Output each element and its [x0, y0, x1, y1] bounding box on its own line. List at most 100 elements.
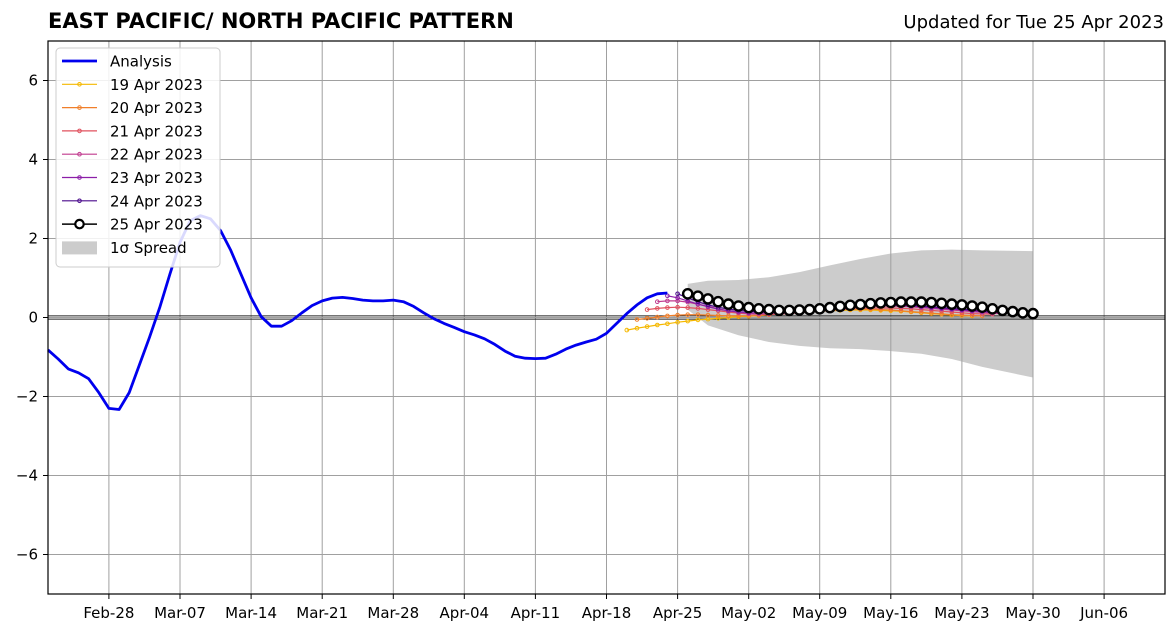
legend-entry-2-marker [77, 82, 82, 87]
x-tick-label-Mar-28: Mar-28 [367, 604, 419, 622]
forecast-2-point-0 [634, 317, 640, 322]
current-forecast-point-21 [895, 296, 907, 308]
forecast-3-point-4 [685, 305, 691, 310]
forecast-1-point-9 [715, 316, 721, 321]
current-forecast-point-29 [976, 301, 989, 314]
forecast-2-point-3 [665, 313, 670, 319]
forecast-3-point-3 [675, 304, 680, 310]
current-forecast-point-28 [966, 300, 978, 312]
current-forecast-point-32 [1006, 305, 1019, 318]
legend-entry-6-label: 23 Apr 2023 [110, 169, 203, 187]
forecast-2-point-28 [919, 310, 924, 315]
legend-entry-9-swatch [62, 241, 97, 255]
current-forecast-point-4 [722, 298, 735, 310]
analysis-line [47, 214, 668, 411]
legend-entry-7-label: 24 Apr 2023 [110, 192, 203, 210]
forecast-3-point-0 [644, 307, 650, 312]
current-forecast-point-1 [692, 290, 704, 303]
forecast-2-point-27 [908, 309, 914, 314]
current-forecast-point-15 [834, 300, 846, 313]
current-forecast-point-25 [935, 297, 948, 310]
current-forecast-point-20 [885, 296, 897, 309]
legend-entry-7-marker [77, 198, 82, 204]
forecast-3-point-2 [665, 305, 670, 310]
current-forecast-point-6 [742, 301, 755, 314]
forecast-4-point-1 [665, 298, 670, 304]
current-forecast-point-13 [813, 302, 826, 315]
forecast-2-point-2 [655, 314, 660, 320]
forecast-1-point-6 [685, 318, 691, 324]
forecast-2-point-8 [715, 313, 721, 318]
y-tick-label-0: 0 [28, 309, 38, 327]
spread-layer [687, 249, 1033, 378]
tick-layer: Feb-28 Mar-07 Mar-14 Mar-21 Mar-28 Apr-04 Apr-… [16, 72, 1128, 623]
x-tick-label-Feb-28: Feb-28 [83, 604, 134, 622]
forecast-4-point-0 [655, 299, 660, 305]
forecast-3-point-1 [655, 306, 660, 311]
legend-entry-3-label: 20 Apr 2023 [110, 99, 203, 117]
legend-entry-9-label: 1σ Spread [110, 239, 187, 257]
forecast-3-point-5 [695, 306, 701, 311]
current-forecast-point-33 [1017, 306, 1029, 319]
current-forecast-point-18 [864, 297, 877, 310]
current-forecast-point-24 [925, 296, 938, 309]
current-forecast-point-19 [874, 297, 887, 309]
current-forecast-point-8 [763, 303, 775, 316]
forecast-2-point-5 [685, 312, 691, 318]
x-tick-label-Apr-11: Apr-11 [511, 604, 561, 622]
current-forecast-point-17 [854, 298, 867, 311]
forecast-1-point-1 [634, 325, 640, 331]
current-forecast-point-10 [783, 304, 796, 317]
current-forecast-point-34 [1027, 307, 1039, 320]
x-tick-label-Mar-14: Mar-14 [225, 604, 277, 622]
current-forecast-point-16 [844, 299, 857, 312]
current-forecast-point-23 [915, 296, 928, 308]
x-tick-label-Apr-18: Apr-18 [582, 604, 632, 622]
chart-title: EAST PACIFIC/ NORTH PACIFIC PATTERN [48, 9, 514, 33]
legend-entry-3-marker [77, 105, 82, 110]
x-tick-label-May-09: May-09 [792, 604, 847, 622]
x-tick-label-Jun-06: Jun-06 [1079, 604, 1128, 622]
legend-entry-6-marker [77, 175, 82, 180]
legend-entry-4-marker [77, 128, 82, 134]
y-tick-label-6: 6 [28, 72, 38, 90]
spread-band [687, 249, 1033, 378]
x-tick-label-May-23: May-23 [934, 604, 989, 622]
forecast-1-point-0 [624, 327, 630, 333]
legend-entry-2-label: 19 Apr 2023 [110, 76, 203, 94]
y-tick-label--4: −4 [16, 467, 38, 485]
forecast-1-point-4 [665, 321, 670, 327]
forecast-1-point-2 [644, 324, 650, 329]
current-forecast-point-11 [793, 304, 806, 316]
current-forecast-point-3 [712, 295, 725, 308]
legend-entry-5-label: 22 Apr 2023 [110, 146, 203, 164]
x-tick-label-May-16: May-16 [863, 604, 918, 622]
x-tick-label-May-30: May-30 [1005, 604, 1060, 622]
current-forecast-point-31 [996, 304, 1009, 317]
current-forecast-point-2 [702, 293, 714, 305]
series-layer [47, 214, 1039, 411]
forecast-2-point-30 [939, 311, 944, 317]
y-tick-label--6: −6 [16, 546, 38, 564]
forecast-1-point-7 [695, 317, 701, 323]
forecast-2-point-31 [949, 312, 955, 318]
forecast-6-point-0 [675, 291, 680, 297]
current-forecast-point-22 [905, 296, 917, 308]
forecast-2-point-29 [929, 310, 934, 316]
current-forecast-point-27 [956, 299, 968, 311]
legend-entry-5-marker [77, 151, 82, 157]
x-tick-label-Mar-21: Mar-21 [296, 604, 348, 622]
legend-box [55, 47, 221, 268]
x-tick-label-May-02: May-02 [721, 604, 776, 622]
forecast-2-point-4 [675, 312, 680, 318]
forecast-1-point-3 [655, 322, 660, 328]
current-forecast-point-14 [824, 301, 836, 314]
legend-entry-4-label: 21 Apr 2023 [110, 122, 203, 140]
current-forecast-point-12 [803, 303, 816, 316]
y-tick-label--2: −2 [16, 388, 38, 406]
current-forecast-point-7 [753, 302, 765, 315]
x-tick-label-Apr-04: Apr-04 [440, 604, 490, 622]
chart-subtitle: Updated for Tue 25 Apr 2023 [903, 12, 1164, 33]
y-tick-label-2: 2 [28, 230, 38, 248]
